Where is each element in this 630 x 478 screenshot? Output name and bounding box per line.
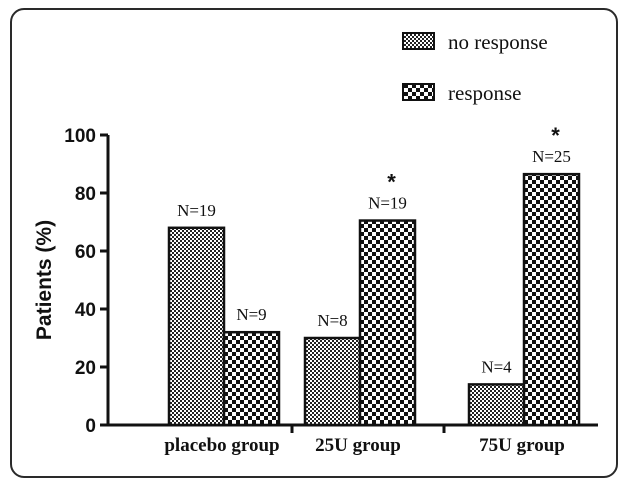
significance-marker: *: [387, 170, 396, 195]
bar-count-label: N=19: [368, 194, 407, 213]
bar-response: [358, 219, 417, 427]
chart-bars: [167, 172, 581, 427]
bar-chart: no response response 0 20 40 60 80 100 Patients…: [33, 30, 598, 456]
y-tick-label: 40: [75, 300, 96, 321]
bar-no-response: [167, 226, 226, 427]
y-tick-label: 60: [75, 242, 96, 263]
significance-marker: *: [551, 123, 560, 148]
legend-swatch-response: [402, 83, 435, 101]
bar-count-label: N=19: [177, 201, 216, 220]
bar-count-label: N=4: [481, 357, 512, 376]
legend-label: no response: [448, 30, 548, 54]
y-axis-label: Patients (%): [33, 220, 56, 340]
y-tick-label: 20: [75, 358, 96, 379]
y-tick-label: 80: [75, 184, 96, 205]
bar-count-label: N=25: [532, 147, 571, 166]
bar-no-response: [303, 336, 362, 427]
bar-count-label: N=8: [317, 311, 347, 330]
bar-no-response: [467, 383, 526, 427]
chart-axes: 0 20 40 60 80 100 Patients (%) placebo group 25U…: [33, 126, 598, 456]
x-category-label: 25U group: [315, 435, 401, 456]
chart-data-labels: N=19N=8N=4N=9N=19*N=25*: [177, 123, 571, 376]
legend-swatch-no-response: [402, 32, 435, 50]
x-category-label: placebo group: [164, 435, 279, 456]
legend-label: response: [448, 81, 521, 105]
y-tick-label: 100: [64, 126, 96, 147]
chart-legend: no response response: [402, 30, 548, 105]
y-tick-label: 0: [85, 416, 96, 437]
bar-response: [522, 172, 581, 427]
bar-response: [222, 330, 281, 427]
x-category-label: 75U group: [479, 435, 565, 456]
bar-count-label: N=9: [236, 305, 266, 324]
